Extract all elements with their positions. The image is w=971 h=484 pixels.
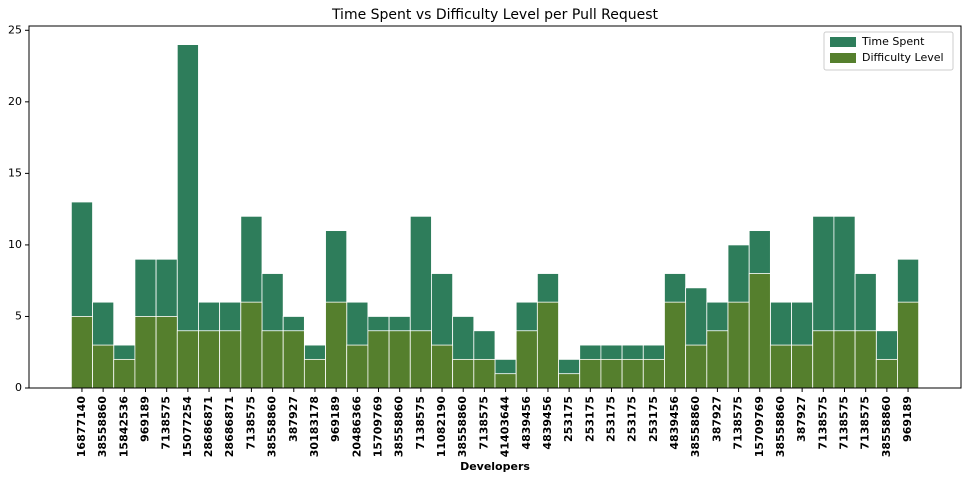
x-tick-label: 15077254 — [181, 396, 194, 458]
bar — [303, 358, 326, 389]
bar — [92, 344, 115, 389]
bar — [70, 316, 93, 389]
x-tick-label: 11082190 — [435, 396, 448, 458]
legend-box — [823, 31, 954, 71]
bar — [282, 330, 305, 389]
x-tick-label: 4839456 — [541, 396, 554, 450]
x-tick-label: 38558860 — [393, 396, 406, 458]
legend-label: Time Spent — [861, 35, 925, 48]
x-tick-label: 253175 — [562, 396, 575, 442]
x-axis-label: Developers — [460, 460, 530, 473]
bar — [240, 301, 263, 389]
x-tick-label: 253175 — [605, 396, 618, 442]
x-tick-label: 969189 — [901, 396, 914, 442]
bar — [155, 316, 178, 389]
bar — [558, 373, 581, 389]
x-tick-label: 7138575 — [838, 396, 851, 450]
x-tick-label: 253175 — [626, 396, 639, 442]
bar — [642, 358, 665, 389]
x-tick-label: 387927 — [287, 396, 300, 442]
bar — [579, 358, 602, 389]
bar — [769, 344, 792, 389]
bar — [473, 358, 496, 389]
x-tick-label: 253175 — [583, 396, 596, 442]
bar — [346, 344, 369, 389]
bar — [431, 344, 454, 389]
bar — [219, 330, 242, 389]
x-tick-label: 387927 — [795, 396, 808, 442]
y-tick-label: 10 — [8, 238, 22, 251]
x-tick-label: 38558860 — [456, 396, 469, 458]
bar — [134, 316, 157, 389]
x-tick-label: 4839456 — [520, 396, 533, 450]
bar — [198, 330, 221, 389]
x-tick-label: 38558860 — [266, 396, 279, 458]
x-tick-label: 7138575 — [160, 396, 173, 450]
y-tick-label: 0 — [15, 381, 22, 394]
chart-title: Time Spent vs Difficulty Level per Pull … — [331, 7, 659, 23]
bar — [706, 330, 729, 389]
y-tick-label: 25 — [8, 23, 22, 36]
x-tick-label: 38558860 — [774, 396, 787, 458]
y-tick-label: 20 — [8, 95, 22, 108]
x-tick-label: 4839456 — [668, 396, 681, 450]
bar — [685, 344, 708, 389]
bar — [621, 358, 644, 389]
x-tick-label: 28686871 — [202, 396, 215, 457]
y-tick-label: 5 — [15, 309, 22, 322]
bar — [854, 330, 877, 389]
x-tick-label: 7138575 — [244, 396, 257, 450]
x-tick-label: 7138575 — [414, 396, 427, 450]
legend-swatch — [830, 53, 856, 63]
bar — [515, 330, 538, 389]
bar — [812, 330, 835, 389]
bar — [113, 358, 136, 389]
bar — [727, 301, 750, 389]
bar — [452, 358, 475, 389]
bar — [791, 344, 814, 389]
bar — [367, 330, 390, 389]
legend-swatch — [830, 37, 856, 47]
bar — [600, 358, 623, 389]
x-tick-label: 28686871 — [223, 396, 236, 457]
y-tick-label: 15 — [8, 166, 22, 179]
bar — [261, 330, 284, 389]
x-tick-label: 16877140 — [75, 396, 88, 458]
bar — [325, 301, 348, 389]
x-tick-label: 20486366 — [350, 396, 363, 458]
bar — [494, 373, 517, 389]
x-tick-label: 38558860 — [689, 396, 702, 458]
bar — [833, 330, 856, 389]
x-tick-label: 969189 — [139, 396, 152, 442]
x-tick-label: 253175 — [647, 396, 660, 442]
x-tick-label: 7138575 — [816, 396, 829, 450]
x-tick-label: 41403644 — [499, 396, 512, 458]
x-tick-label: 7138575 — [732, 396, 745, 450]
x-tick-label: 38558860 — [880, 396, 893, 458]
bar — [388, 330, 411, 389]
x-tick-label: 30183178 — [308, 396, 321, 457]
x-tick-label: 7138575 — [859, 396, 872, 450]
x-tick-label: 38558860 — [96, 396, 109, 458]
bar — [875, 358, 898, 389]
bar — [748, 273, 771, 389]
x-tick-label: 969189 — [329, 396, 342, 442]
x-tick-label: 15842536 — [117, 396, 130, 458]
x-tick-label: 387927 — [710, 396, 723, 442]
x-tick-label: 15709769 — [753, 396, 766, 457]
bar — [897, 301, 920, 389]
plot-frame — [28, 25, 962, 389]
bar — [409, 330, 432, 389]
bar — [176, 330, 199, 389]
legend-label: Difficulty Level — [862, 51, 944, 64]
bar — [536, 301, 559, 389]
bar — [664, 301, 687, 389]
x-tick-label: 15709769 — [372, 396, 385, 457]
x-tick-label: 7138575 — [477, 396, 490, 450]
